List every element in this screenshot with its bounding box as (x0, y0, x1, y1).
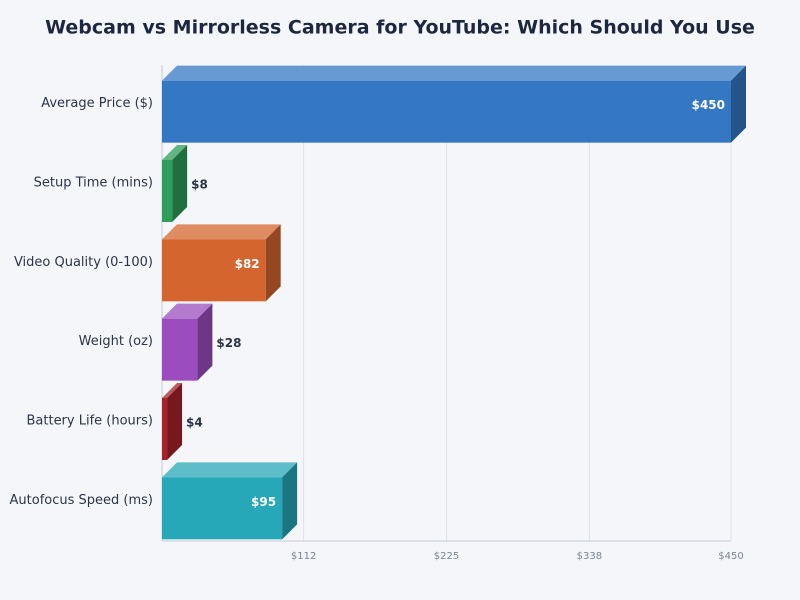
bar-side (265, 224, 281, 302)
bar-side (172, 145, 188, 222)
bar-side (282, 462, 298, 540)
y-tick-label: Autofocus Speed (ms) (10, 493, 153, 508)
bar-top (162, 224, 281, 240)
y-tick-label: Average Price ($) (41, 96, 153, 111)
bar-side (197, 303, 213, 381)
value-label: $95 (251, 495, 276, 509)
bar-top (162, 462, 298, 478)
bar-top (162, 303, 213, 319)
y-tick-label: Battery Life (hours) (26, 414, 153, 429)
value-label: $450 (692, 98, 725, 112)
x-tick-label: $225 (434, 551, 459, 562)
y-tick-label: Setup Time (mins) (34, 176, 153, 191)
x-tick-label: $450 (718, 551, 743, 562)
bar (162, 80, 731, 143)
bar-top (162, 383, 183, 398)
value-label: $82 (235, 257, 260, 271)
bar (162, 239, 266, 302)
bar (162, 318, 198, 381)
bar (162, 477, 283, 540)
x-tick-label: $112 (291, 551, 316, 562)
y-tick-label: Weight (oz) (79, 334, 153, 349)
bar-side (731, 65, 746, 143)
value-label: $28 (216, 336, 241, 350)
bar (162, 398, 168, 460)
chart-title: Webcam vs Mirrorless Camera for YouTube:… (45, 17, 755, 39)
bar (162, 160, 173, 222)
x-tick-label: $338 (577, 551, 602, 562)
bar-top (162, 65, 746, 81)
bar-side (167, 383, 183, 460)
value-label: $4 (186, 416, 203, 430)
value-label: $8 (191, 178, 208, 192)
bar-top (162, 145, 188, 160)
y-tick-label: Video Quality (0-100) (14, 255, 153, 270)
